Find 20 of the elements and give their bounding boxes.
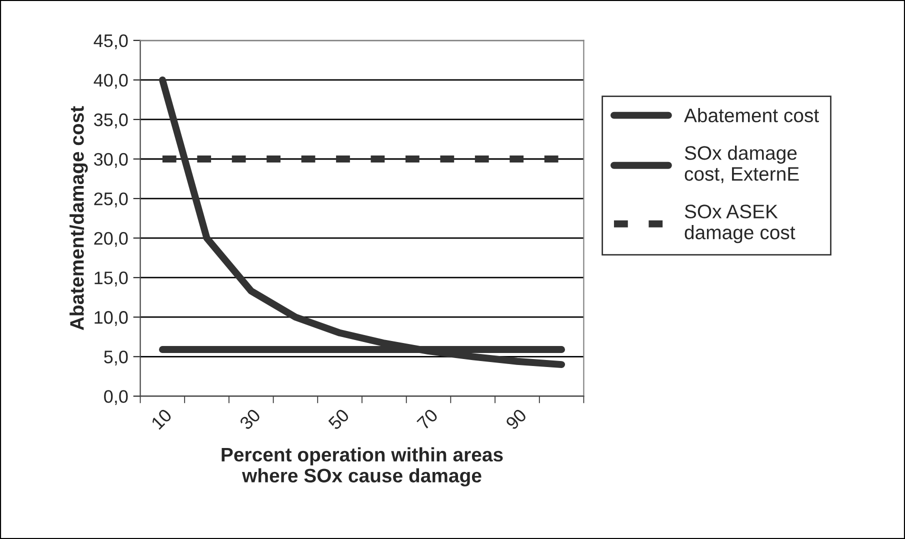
y-tick-label: 40,0 [94,74,128,89]
y-tick-label: 30,0 [94,152,128,168]
y-tick-label: 10,0 [94,311,128,326]
y-axis-title: Abatement/damage cost [70,106,88,330]
y-tick-label: 15,0 [94,272,128,286]
y-tick-label: 35,0 [94,113,128,128]
x-tick-label: 90 [505,408,528,430]
y-tick-label: 20,0 [94,232,128,247]
x-tick-label: 50 [328,408,350,430]
x-tick-label: 30 [238,408,262,430]
x-tick-label: 70 [416,408,439,430]
y-tick-label: 25,0 [94,192,128,208]
x-tick-label: 10 [150,408,172,430]
x-axis-title: Percent operation within areas where SOx cause damage [222,447,503,486]
y-tick-label: 45,0 [94,34,128,50]
y-tick-label: 0,0 [104,390,128,406]
legend-label: Abatement cost [684,108,819,122]
y-tick-label: 5,0 [104,350,128,366]
legend-label: SOx damage cost, ExternE [684,146,799,184]
legend-label: SOx ASEK damage cost [684,204,796,244]
